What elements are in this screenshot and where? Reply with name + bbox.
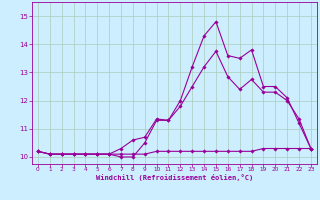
X-axis label: Windchill (Refroidissement éolien,°C): Windchill (Refroidissement éolien,°C) [96, 174, 253, 181]
